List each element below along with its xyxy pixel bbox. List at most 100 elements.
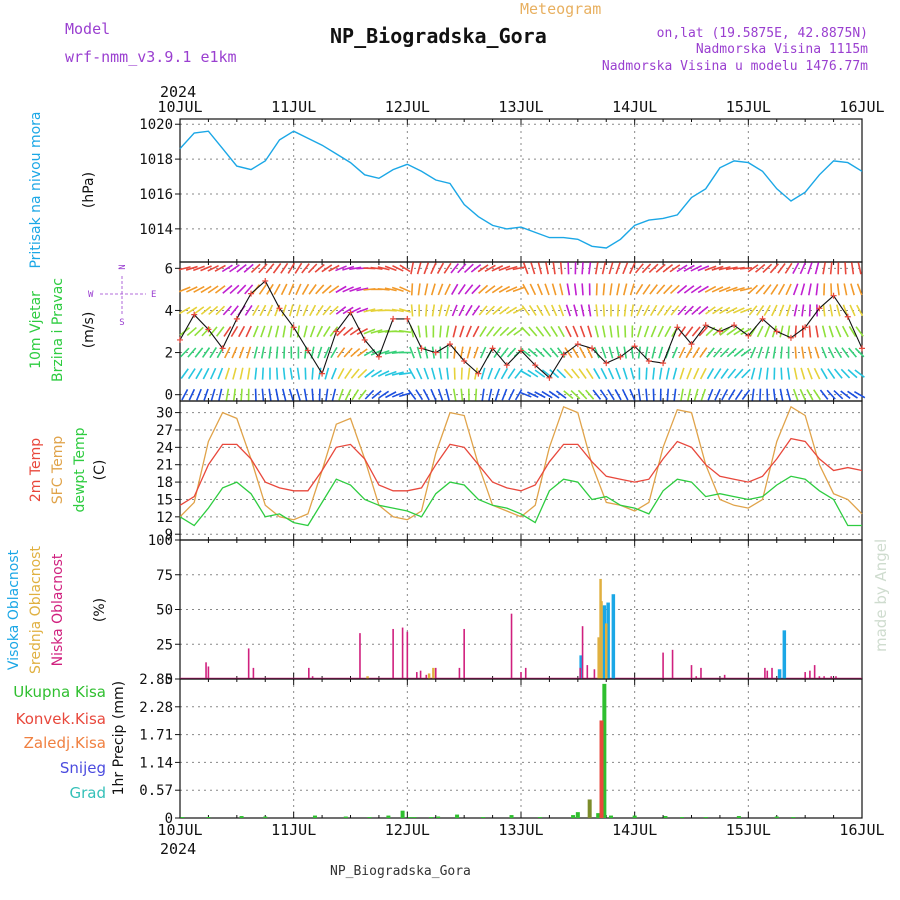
wind-vector	[719, 347, 730, 358]
wind-vector	[430, 283, 436, 296]
wind-vector	[609, 325, 613, 338]
wind-vector	[579, 346, 587, 359]
high-cloud-bar	[777, 669, 782, 679]
wind-vector	[486, 326, 495, 337]
top-date-label: 12JUL	[385, 98, 430, 116]
wind-vector	[800, 283, 806, 296]
wind-vector	[643, 304, 650, 317]
wind-vector	[296, 325, 301, 338]
wind-vector	[194, 347, 204, 358]
wind-vector	[203, 388, 209, 401]
wind-vector	[342, 265, 355, 271]
wind-vector	[698, 326, 709, 337]
model-name: wrf-nmm_v3.9.1 e1km	[65, 48, 237, 66]
wind-vector	[330, 367, 337, 380]
wind-vector	[815, 283, 819, 296]
wind-vector	[268, 388, 272, 401]
total-precip-bar	[400, 810, 405, 818]
wind-speed-marker	[617, 353, 624, 360]
wind-vector	[208, 326, 218, 337]
wind-vector	[822, 262, 826, 275]
wind-vector	[317, 346, 323, 359]
wind-vector	[733, 348, 744, 358]
wind-vector	[364, 369, 375, 378]
wind-vector	[493, 347, 502, 359]
wind-vector	[733, 327, 745, 336]
wind-vector	[289, 367, 294, 380]
wind-vector	[784, 262, 793, 274]
wind-speed-marker	[205, 326, 212, 333]
wind-vector	[739, 287, 752, 292]
wind-vector	[266, 304, 274, 317]
wind-ylabel: 10m Vjetar	[28, 291, 44, 369]
wind-vector	[336, 347, 346, 358]
wind-vector	[637, 388, 642, 401]
wind-vector	[398, 329, 412, 334]
cloud-unit: (%)	[92, 598, 108, 622]
wind-vector	[314, 263, 325, 273]
wind-vector	[588, 262, 592, 275]
wind-vector	[748, 284, 759, 295]
wind-vector	[565, 325, 572, 338]
wind-vector	[829, 262, 833, 275]
wind-vector	[370, 329, 383, 334]
wind-vector	[245, 325, 252, 338]
total-precip-bar	[680, 817, 685, 818]
wind-vector	[748, 305, 758, 316]
wind-vector	[322, 305, 332, 316]
temp2m-line	[179, 437, 863, 506]
wind-vector	[794, 346, 797, 359]
total-precip-bar	[481, 817, 486, 818]
wind-vector	[268, 346, 272, 359]
wind-vector	[222, 305, 232, 316]
wind-vector	[315, 305, 324, 316]
wind-vector	[725, 266, 738, 271]
wind-vector	[499, 326, 510, 337]
total-precip-bar	[429, 817, 434, 818]
wind-vector	[520, 369, 532, 378]
total-precip-bar	[206, 817, 211, 818]
wind-vector	[391, 391, 404, 398]
wind-vector	[828, 325, 834, 338]
wind-vector	[680, 388, 684, 401]
wind-ytick-label: 4	[165, 303, 173, 319]
wind-vector	[514, 389, 523, 401]
pressure-ytick-label: 1016	[139, 187, 173, 203]
wind-vector	[494, 388, 500, 401]
wind-vector	[786, 304, 792, 317]
wind-vector	[492, 326, 502, 337]
wind-speed-marker	[276, 305, 283, 312]
wind-vector	[573, 283, 577, 296]
wind-vector	[758, 367, 763, 380]
temperature-ytick-label: 27	[156, 423, 173, 439]
wind-vector	[623, 304, 627, 317]
wind-vector	[392, 264, 404, 272]
wind-vector	[246, 346, 252, 359]
low-cloud-bar	[695, 676, 698, 679]
wind-vector	[600, 367, 608, 380]
wind-vector	[186, 306, 198, 315]
wind-vector	[295, 283, 302, 296]
wind-vector	[309, 304, 317, 317]
wind-vector	[844, 262, 847, 275]
wind-vector	[500, 347, 509, 358]
wind-vector	[684, 305, 694, 316]
precipitation-ytick-label: 0.57	[139, 783, 173, 799]
wind-vector	[586, 346, 593, 359]
cloud-ytick-label: 75	[156, 568, 173, 584]
wind-vector	[507, 368, 516, 380]
wind-vector	[437, 388, 444, 401]
wind-vector	[200, 265, 212, 272]
wind-vector	[484, 264, 496, 272]
wind-vector	[399, 286, 411, 293]
wind-vector	[260, 325, 266, 338]
bottom-date-label: 13JUL	[498, 821, 543, 839]
wind-vector	[857, 262, 862, 275]
sfc-temp-line	[179, 405, 863, 521]
wind-speed-marker	[702, 322, 709, 329]
wind-vector	[343, 327, 354, 336]
wind-vector	[472, 325, 480, 338]
wind-vector	[759, 388, 762, 401]
wind-vector	[615, 367, 621, 380]
